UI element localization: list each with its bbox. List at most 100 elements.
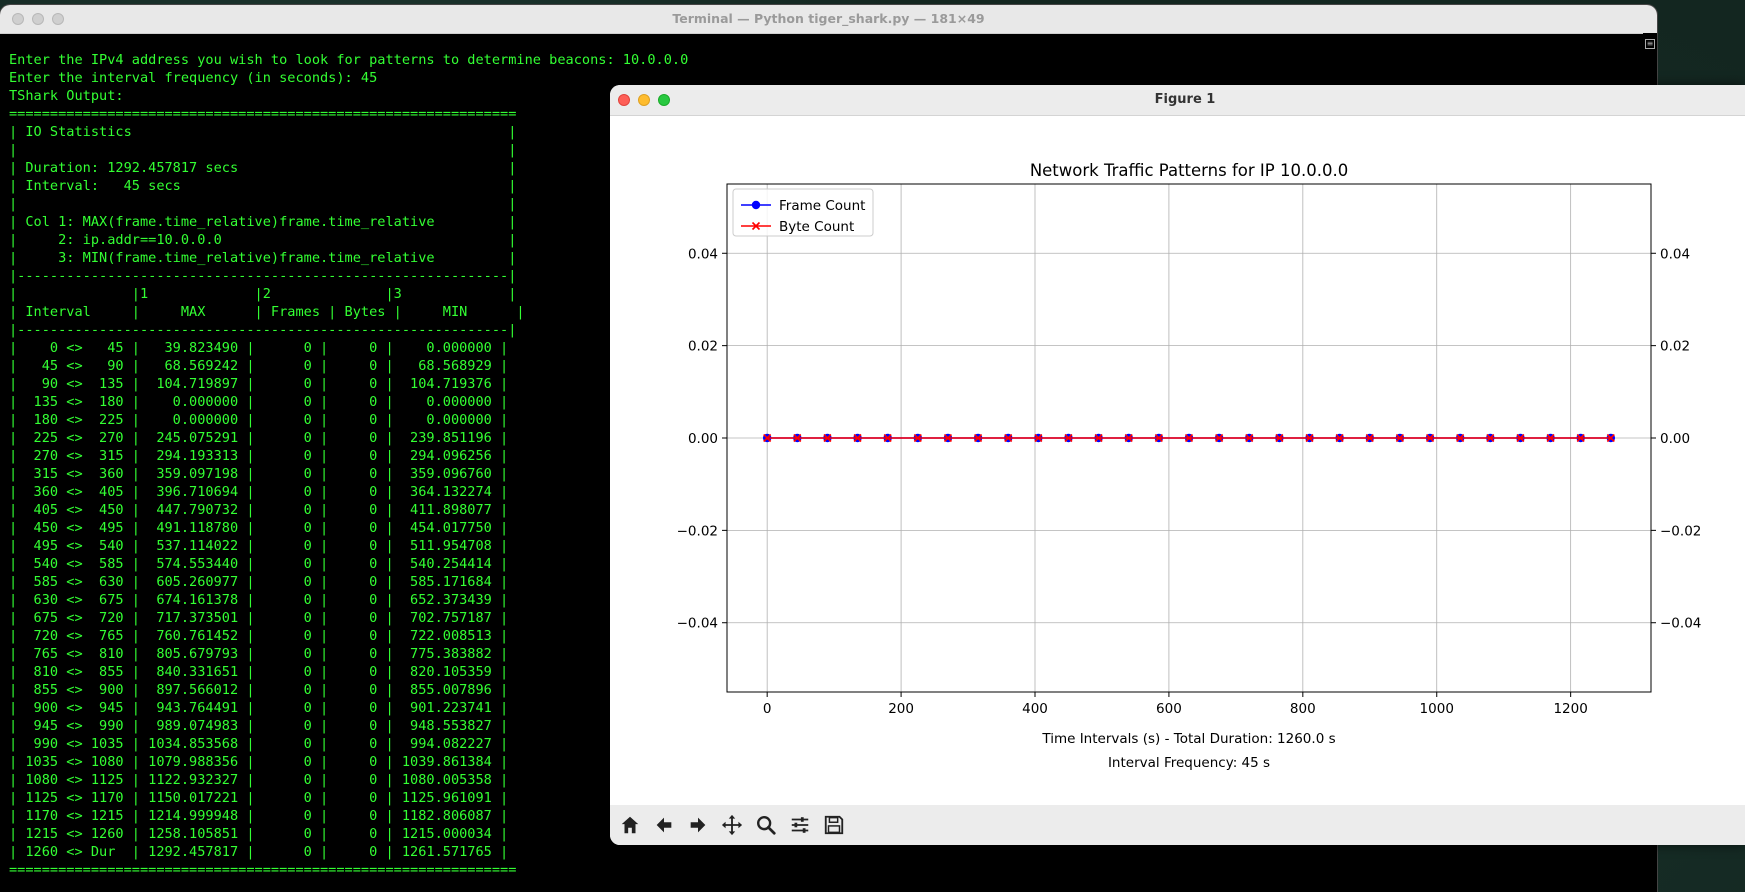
terminal-line: | 495 <> 540 | 537.114022 | 0 | 0 | 511.… bbox=[9, 538, 509, 554]
save-button[interactable] bbox=[818, 809, 850, 841]
byte-count-point bbox=[883, 433, 892, 443]
terminal-line: | 990 <> 1035 | 1034.853568 | 0 | 0 | 99… bbox=[9, 736, 509, 752]
x-tick-label: 800 bbox=[1290, 701, 1316, 717]
close-button[interactable] bbox=[618, 94, 630, 106]
terminal-line: | | bbox=[9, 142, 517, 158]
terminal-line: | 1035 <> 1080 | 1079.988356 | 0 | 0 | 1… bbox=[9, 754, 509, 770]
home-icon bbox=[621, 816, 639, 834]
zoom-button[interactable] bbox=[750, 809, 782, 841]
terminal-line: Enter the IPv4 address you wish to look … bbox=[9, 52, 689, 68]
y-tick-label: 0.00 bbox=[688, 431, 718, 447]
x-tick-label: 0 bbox=[763, 701, 772, 717]
close-button[interactable] bbox=[12, 13, 24, 25]
terminal-line: | 315 <> 360 | 359.097198 | 0 | 0 | 359.… bbox=[9, 466, 509, 482]
terminal-line: | 270 <> 315 | 294.193313 | 0 | 0 | 294.… bbox=[9, 448, 509, 464]
byte-count-point bbox=[1305, 433, 1314, 443]
minimize-button[interactable] bbox=[638, 94, 650, 106]
byte-count-point bbox=[1275, 433, 1284, 443]
pan-button[interactable] bbox=[716, 809, 748, 841]
figure-titlebar[interactable]: Figure 1 bbox=[610, 85, 1745, 116]
terminal-line: | |1 |2 |3 | bbox=[9, 286, 517, 302]
terminal-line: | 1125 <> 1170 | 1150.017221 | 0 | 0 | 1… bbox=[9, 790, 509, 806]
terminal-line: | 540 <> 585 | 574.553440 | 0 | 0 | 540.… bbox=[9, 556, 509, 572]
terminal-line: | 945 <> 990 | 989.074983 | 0 | 0 | 948.… bbox=[9, 718, 509, 734]
byte-count-point bbox=[943, 433, 953, 443]
figure-window[interactable]: Figure 1 0 200 400 600 800 1000 1200 0.04 0.02 0… bbox=[610, 85, 1745, 845]
figure-title: Figure 1 bbox=[1154, 92, 1216, 107]
byte-count-point bbox=[1335, 433, 1344, 443]
forward-arrow-icon bbox=[690, 817, 706, 833]
terminal-line: |---------------------------------------… bbox=[9, 268, 517, 284]
terminal-line: ========================================… bbox=[9, 106, 517, 122]
terminal-line: | Col 1: MAX(frame.time_relative)frame.t… bbox=[9, 214, 517, 230]
terminal-line: | | bbox=[9, 196, 517, 212]
legend-box bbox=[732, 188, 874, 237]
terminal-line: | 180 <> 225 | 0.000000 | 0 | 0 | 0.0000… bbox=[9, 412, 509, 428]
byte-count-point bbox=[1425, 433, 1435, 443]
y2-tick-label: 0.00 bbox=[1660, 431, 1690, 447]
configure-subplots-button[interactable] bbox=[784, 809, 816, 841]
byte-count-point bbox=[974, 433, 983, 443]
terminal-line: | 0 <> 45 | 39.823490 | 0 | 0 | 0.000000… bbox=[9, 340, 509, 356]
terminal-line: | 585 <> 630 | 605.260977 | 0 | 0 | 585.… bbox=[9, 574, 509, 590]
terminal-line: | Interval: 45 secs | bbox=[9, 178, 517, 194]
terminal-line: | 675 <> 720 | 717.373501 | 0 | 0 | 702.… bbox=[9, 610, 509, 626]
y2-tick-label: −0.02 bbox=[1660, 523, 1701, 539]
x-axis-sublabel: Interval Frequency: 45 s bbox=[1108, 755, 1270, 771]
byte-count-point bbox=[793, 433, 802, 443]
terminal-line: | 135 <> 180 | 0.000000 | 0 | 0 | 0.0000… bbox=[9, 394, 509, 410]
zoom-button[interactable] bbox=[658, 94, 670, 106]
save-disk-icon bbox=[824, 815, 844, 835]
x-tick-label: 1200 bbox=[1553, 701, 1587, 717]
legend: Frame Count Byte Count bbox=[732, 188, 874, 237]
zoom-button[interactable] bbox=[52, 13, 64, 25]
terminal-line: | 90 <> 135 | 104.719897 | 0 | 0 | 104.7… bbox=[9, 376, 509, 392]
byte-count-point bbox=[1004, 433, 1013, 443]
byte-count-point bbox=[1094, 433, 1103, 443]
byte-count-point bbox=[1546, 433, 1555, 443]
y-axis-ticks-right: 0.04 0.02 0.00 −0.02 −0.04 bbox=[1651, 246, 1701, 632]
terminal-line: | 630 <> 675 | 674.161378 | 0 | 0 | 652.… bbox=[9, 592, 509, 608]
byte-count-point bbox=[1245, 433, 1254, 443]
byte-count-point bbox=[1215, 433, 1224, 443]
terminal-line: | 1080 <> 1125 | 1122.932327 | 0 | 0 | 1… bbox=[9, 772, 509, 788]
byte-count-point bbox=[913, 433, 922, 443]
byte-count-point bbox=[763, 433, 772, 443]
byte-count-point bbox=[1064, 433, 1073, 443]
terminal-line: Enter the interval frequency (in seconds… bbox=[9, 70, 378, 86]
y2-tick-label: 0.02 bbox=[1660, 339, 1690, 355]
terminal-line: | Interval | MAX | Frames | Bytes | MIN … bbox=[9, 304, 525, 320]
terminal-line: | 765 <> 810 | 805.679793 | 0 | 0 | 775.… bbox=[9, 646, 509, 662]
terminal-line: | 720 <> 765 | 760.761452 | 0 | 0 | 722.… bbox=[9, 628, 509, 644]
forward-button[interactable] bbox=[682, 809, 714, 841]
terminal-line: | 1170 <> 1215 | 1214.999948 | 0 | 0 | 1… bbox=[9, 808, 509, 824]
configure-sliders-icon bbox=[791, 817, 809, 833]
terminal-output[interactable]: Enter the IPv4 address you wish to look … bbox=[9, 51, 688, 879]
byte-count-point bbox=[1034, 433, 1043, 443]
x-tick-label: 600 bbox=[1156, 701, 1182, 717]
zoom-magnifier-icon bbox=[757, 816, 776, 835]
x-tick-label: 200 bbox=[888, 701, 914, 717]
byte-count-point bbox=[1576, 433, 1585, 443]
split-pane-icon[interactable]: ≡ bbox=[1645, 39, 1655, 49]
chart-canvas[interactable]: 0 200 400 600 800 1000 1200 0.04 0.02 0.00 −0.02 −… bbox=[610, 116, 1745, 804]
back-arrow-icon bbox=[656, 817, 672, 833]
y2-tick-label: 0.04 bbox=[1660, 246, 1690, 262]
terminal-titlebar[interactable]: Terminal — Python tiger_shark.py — 181×4… bbox=[0, 5, 1657, 34]
terminal-line: | Duration: 1292.457817 secs | bbox=[9, 160, 517, 176]
terminal-line: | 360 <> 405 | 396.710694 | 0 | 0 | 364.… bbox=[9, 484, 509, 500]
terminal-line: | 1215 <> 1260 | 1258.105851 | 0 | 0 | 1… bbox=[9, 826, 509, 842]
minimize-button[interactable] bbox=[32, 13, 44, 25]
chart-title: Network Traffic Patterns for IP 10.0.0.0 bbox=[1030, 161, 1348, 180]
pan-move-icon bbox=[721, 814, 743, 836]
byte-count-point bbox=[1486, 433, 1495, 443]
back-button[interactable] bbox=[648, 809, 680, 841]
home-button[interactable] bbox=[614, 809, 646, 841]
y2-tick-label: −0.04 bbox=[1660, 616, 1701, 632]
terminal-line: | 900 <> 945 | 943.764491 | 0 | 0 | 901.… bbox=[9, 700, 509, 716]
x-tick-label: 1000 bbox=[1420, 701, 1454, 717]
byte-count-point bbox=[1606, 433, 1615, 443]
x-axis-label: Time Intervals (s) - Total Duration: 126… bbox=[1041, 731, 1335, 747]
terminal-line: | 405 <> 450 | 447.790732 | 0 | 0 | 411.… bbox=[9, 502, 509, 518]
byte-count-point bbox=[1395, 433, 1404, 443]
